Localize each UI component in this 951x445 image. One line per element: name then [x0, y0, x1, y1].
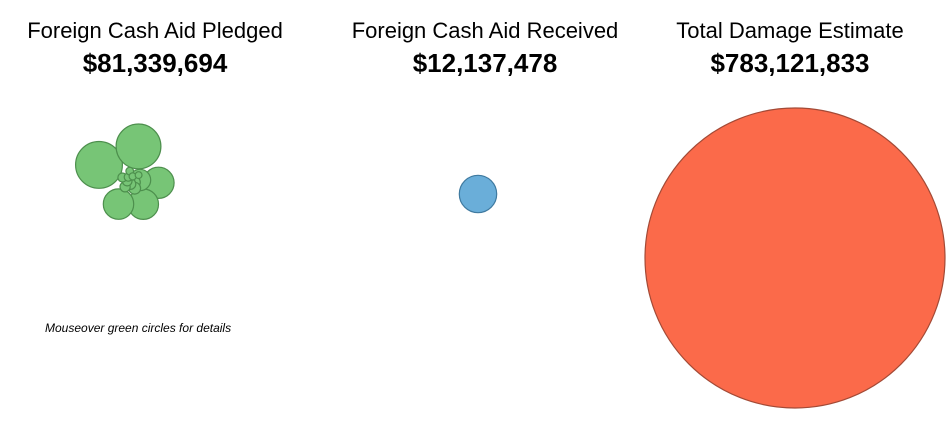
pledge-bubble[interactable] — [102, 188, 135, 220]
damage-bubble — [644, 107, 946, 409]
received-value: $12,137,478 — [412, 48, 558, 78]
damage-value: $783,121,833 — [710, 48, 870, 78]
mouseover-hint: Mouseover green circles for details — [45, 321, 232, 335]
pledge-bubble[interactable] — [115, 123, 162, 170]
pledged-panel: Foreign Cash Aid Pledged $81,339,694 — [5, 0, 305, 78]
received-panel: Foreign Cash Aid Received $12,137,478 — [335, 0, 635, 78]
damage-label: Total Damage Estimate — [676, 18, 904, 43]
damage-panel: Total Damage Estimate $783,121,833 — [640, 0, 940, 78]
pledge-bubble[interactable] — [74, 140, 123, 189]
received-label: Foreign Cash Aid Received — [351, 18, 619, 43]
received-bubble — [458, 174, 498, 214]
pledge-bubble[interactable] — [134, 171, 143, 180]
pledged-value: $81,339,694 — [82, 48, 228, 78]
pledged-label: Foreign Cash Aid Pledged — [27, 18, 283, 43]
